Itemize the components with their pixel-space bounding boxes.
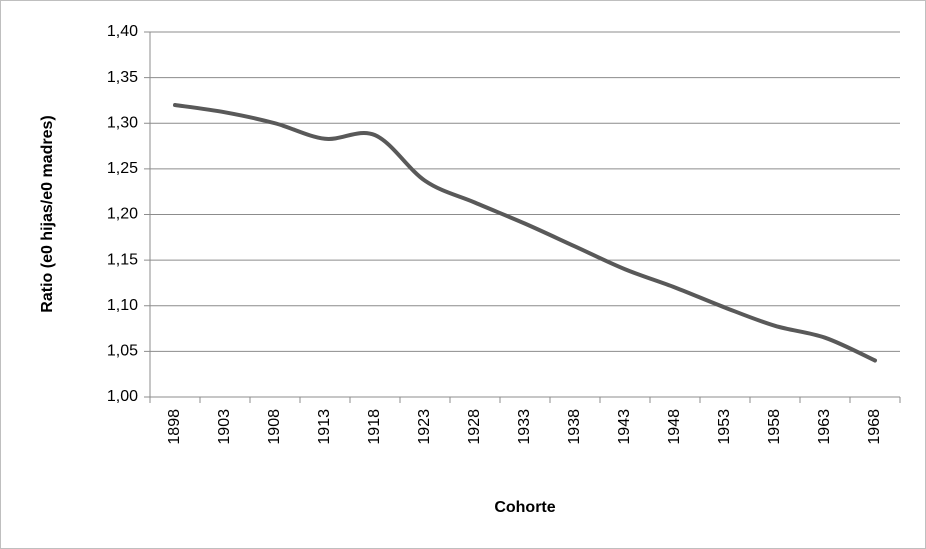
y-tick-label: 1,30 [107, 114, 138, 131]
x-tick-label: 1958 [766, 409, 783, 445]
x-tick-label: 1898 [166, 409, 183, 445]
x-tick-label: 1928 [466, 409, 483, 445]
x-tick-label: 1933 [516, 409, 533, 445]
x-tick-label: 1913 [316, 409, 333, 445]
y-tick-label: 1,40 [107, 23, 138, 40]
x-tick-label: 1918 [366, 409, 383, 445]
y-tick-label: 1,10 [107, 297, 138, 314]
x-tick-label: 1923 [416, 409, 433, 445]
y-tick-label: 1,05 [107, 343, 138, 360]
x-tick-label: 1903 [216, 409, 233, 445]
x-tick-label: 1908 [266, 409, 283, 445]
y-tick-label: 1,25 [107, 160, 138, 177]
x-tick-label: 1938 [566, 409, 583, 445]
y-tick-label: 1,00 [107, 388, 138, 405]
y-tick-label: 1,15 [107, 251, 138, 268]
x-tick-label: 1943 [616, 409, 633, 445]
x-tick-label: 1948 [666, 409, 683, 445]
line-series [173, 103, 877, 363]
x-axis-label: Cohorte [494, 499, 555, 516]
y-tick-label: 1,20 [107, 206, 138, 223]
y-tick-label: 1,35 [107, 69, 138, 86]
x-tick-label: 1963 [816, 409, 833, 445]
y-axis-label: Ratio (e0 hijas/e0 madres) [39, 115, 56, 312]
x-tick-label: 1953 [716, 409, 733, 445]
x-tick-label: 1968 [866, 409, 883, 445]
